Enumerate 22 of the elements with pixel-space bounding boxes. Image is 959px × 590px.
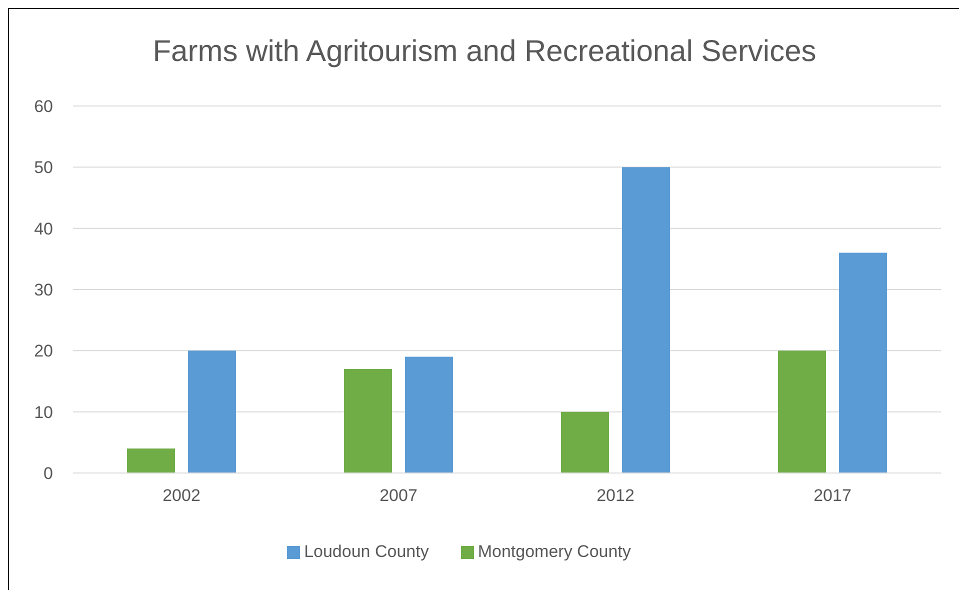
y-tick-label: 10 — [34, 402, 53, 422]
bar — [405, 356, 453, 473]
legend-label: Loudoun County — [304, 542, 429, 561]
bar — [778, 350, 826, 473]
bar — [127, 448, 175, 473]
x-tick-label: 2012 — [596, 486, 634, 506]
y-tick-label: 50 — [34, 158, 53, 178]
bar — [622, 167, 670, 473]
y-tick-label: 60 — [34, 97, 53, 116]
y-tick-label: 30 — [34, 280, 53, 300]
y-tick-label: 0 — [44, 464, 53, 484]
legend-label: Montgomery County — [478, 542, 631, 561]
x-tick-label: 2007 — [380, 486, 418, 506]
x-tick-label: 2002 — [162, 486, 200, 506]
y-tick-label: 20 — [34, 342, 53, 361]
y-tick-label: 40 — [34, 219, 53, 238]
bar — [188, 350, 236, 473]
bar — [839, 252, 887, 473]
x-tick-label: 2017 — [814, 486, 852, 506]
chart-title: Farms with Agritourism and Recreational Services — [152, 35, 818, 69]
bar — [344, 369, 392, 473]
bar — [561, 412, 609, 473]
